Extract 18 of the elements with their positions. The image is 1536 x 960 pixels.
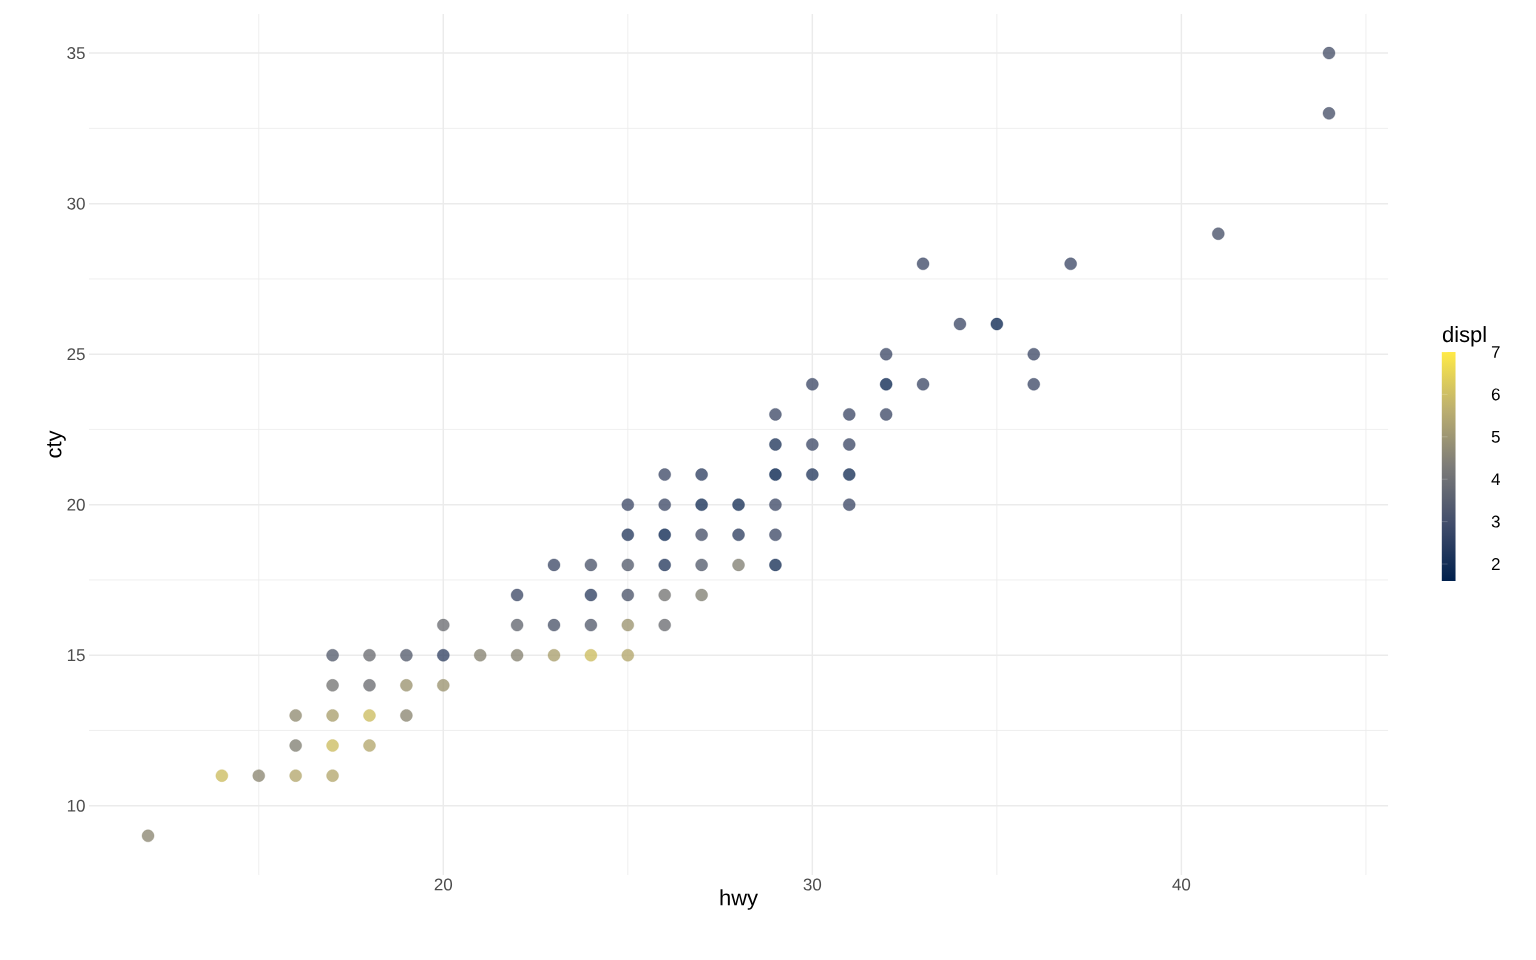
- y-tick-label: 15: [67, 649, 85, 662]
- x-tick-label: 30: [803, 878, 822, 891]
- y-tick-label: 30: [67, 197, 85, 210]
- y-tick-label: 35: [67, 47, 85, 60]
- color-bar-label: 3: [1491, 515, 1500, 528]
- color-bar-label: 7: [1491, 346, 1500, 358]
- y-tick-label: 10: [67, 799, 85, 812]
- x-axis-title: hwy: [720, 889, 758, 910]
- y-tick-label: 20: [67, 498, 85, 511]
- color-bar-label: 4: [1491, 473, 1500, 486]
- x-tick-label: 20: [434, 878, 453, 891]
- color-bar-title: displ: [1442, 326, 1486, 347]
- y-tick-label: 25: [67, 348, 85, 361]
- x-tick-label: 40: [1172, 878, 1191, 891]
- y-axis-title: cty: [47, 430, 66, 458]
- color-bar-label: 2: [1491, 558, 1500, 570]
- color-bar-label: 6: [1491, 388, 1500, 401]
- color-bar-label: 5: [1491, 430, 1500, 443]
